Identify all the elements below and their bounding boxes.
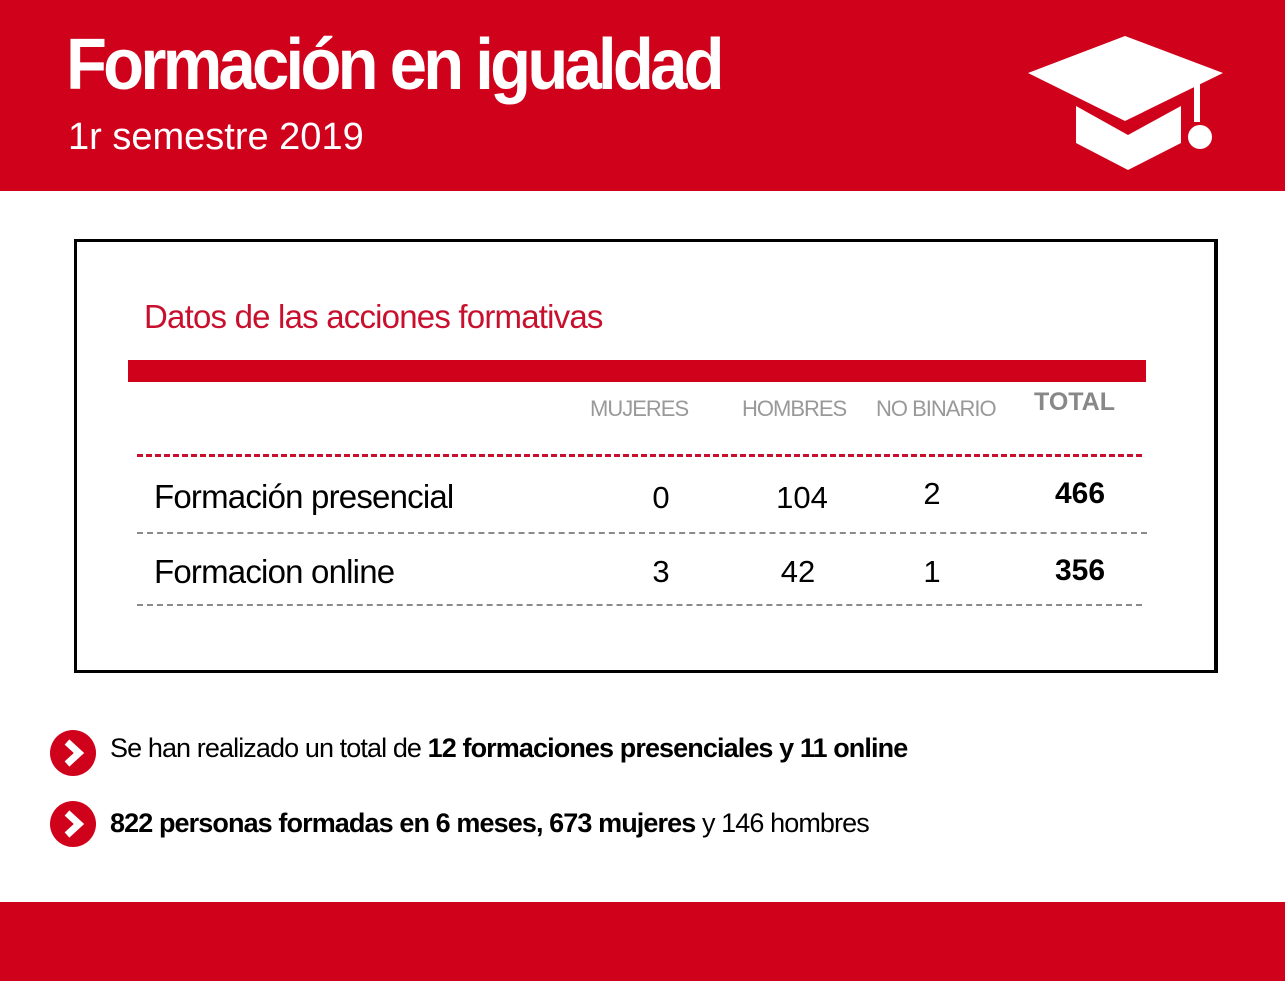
row-label: Formacion online: [154, 553, 395, 590]
cell-mujeres: 3: [652, 554, 670, 589]
footer-banner: [0, 902, 1285, 981]
bullet-chevron-icon: [50, 730, 96, 776]
cell-hombres: 42: [780, 554, 816, 589]
cell-no-binario: 2: [923, 476, 941, 511]
bullet-text: 822 personas formadas en 6 meses, 673 mu…: [110, 808, 870, 838]
row-label: Formación presencial: [154, 478, 454, 515]
chevron-right-icon: [64, 739, 85, 767]
bullet-chevron-icon: [50, 801, 96, 847]
page-subtitle: 1r semestre 2019: [68, 116, 364, 158]
cell-total: 356: [1054, 554, 1106, 587]
bullet-text: Se han realizado un total de 12 formacio…: [110, 733, 908, 763]
column-header-mujeres: MUJERES: [590, 396, 689, 421]
chevron-right-icon: [64, 810, 85, 838]
column-header-no-binario: NO BINARIO: [876, 396, 997, 421]
header-divider: [137, 454, 1142, 457]
cell-hombres: 104: [776, 480, 828, 515]
graduation-cap-icon: [1028, 36, 1223, 170]
row-divider: [137, 532, 1147, 534]
header-banner: Formación en igualdad 1r semestre 2019: [0, 0, 1285, 191]
cell-total: 466: [1054, 477, 1106, 510]
panel-title: Datos de las acciones formativas: [144, 298, 603, 335]
column-header-hombres: HOMBRES: [742, 396, 847, 421]
row-divider: [137, 604, 1142, 606]
cell-no-binario: 1: [923, 554, 941, 589]
column-header-total: TOTAL: [1034, 388, 1116, 416]
page-title: Formación en igualdad: [66, 25, 725, 105]
red-divider: [128, 360, 1146, 382]
cell-mujeres: 0: [652, 480, 670, 515]
